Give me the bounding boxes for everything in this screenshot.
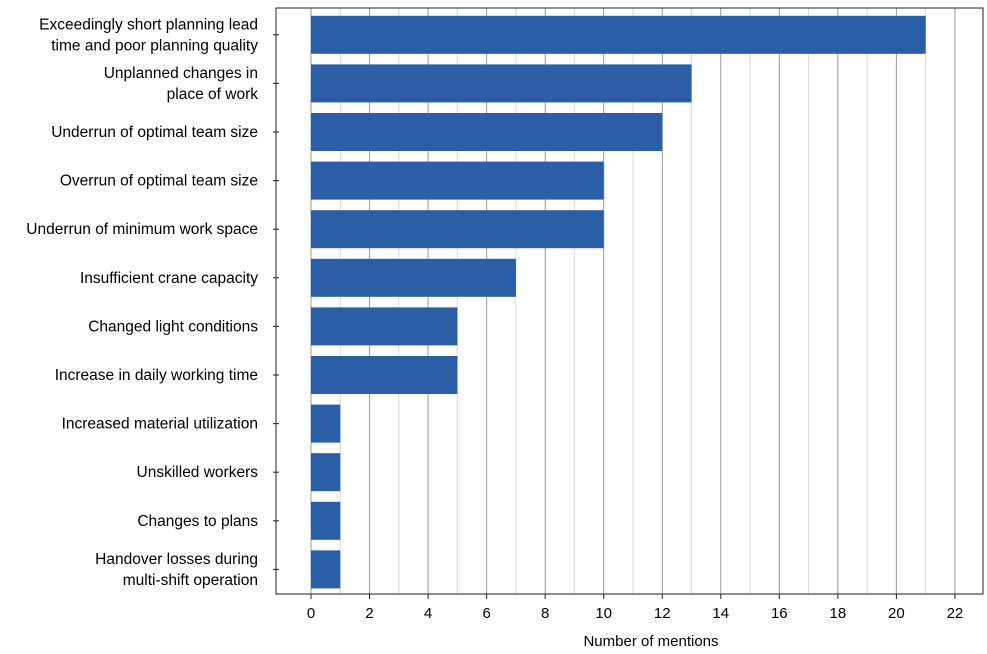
category-label: Exceedingly short planning lead: [39, 16, 258, 33]
bar: [311, 113, 663, 151]
bar: [311, 307, 458, 346]
bar: [311, 356, 458, 394]
y-axis: Exceedingly short planning lead time and …: [26, 16, 279, 589]
bar: [311, 404, 341, 443]
x-tick-label: 6: [482, 605, 490, 622]
category-label: Increased material utilization: [62, 416, 258, 433]
x-tick-label: 18: [830, 605, 847, 622]
bar: [311, 161, 604, 200]
x-tick-label: 2: [365, 605, 373, 622]
x-tick-label: 12: [654, 605, 671, 622]
category-label: Overrun of optimal team size: [60, 173, 258, 190]
category-label: Insufficient crane capacity: [80, 270, 258, 287]
category-label: Changes to plans: [137, 513, 258, 530]
x-tick-label: 10: [595, 605, 612, 622]
x-tick-label: 16: [771, 605, 788, 622]
bar: [311, 210, 604, 249]
x-tick-label: 22: [947, 605, 964, 622]
category-label: Changed light conditions: [88, 318, 258, 335]
x-tick-label: 14: [712, 605, 729, 622]
category-label: multi-shift operation: [123, 572, 258, 589]
bar: [311, 501, 341, 540]
category-label: Underrun of minimum work space: [26, 221, 258, 238]
x-axis: 0 2 4 6 8 10 12 14 16 18 20 22: [307, 594, 963, 622]
category-label: place of work: [167, 86, 259, 103]
bar: [311, 64, 692, 103]
bar: [311, 15, 926, 54]
category-label: Unskilled workers: [137, 464, 259, 481]
x-tick-label: 0: [307, 605, 315, 622]
category-label: time and poor planning quality: [51, 37, 258, 54]
bars: [311, 15, 926, 589]
x-axis-label: Number of mentions: [583, 633, 718, 650]
category-label: Underrun of optimal team size: [51, 124, 258, 141]
grid-lines: [310, 8, 956, 594]
bar: [311, 550, 341, 589]
x-tick-label: 20: [888, 605, 905, 622]
x-tick-label: 4: [424, 605, 432, 622]
category-label: Unplanned changes in: [104, 65, 258, 82]
bar: [311, 453, 341, 492]
category-label: Handover losses during: [95, 551, 258, 568]
bar: [311, 258, 516, 297]
x-tick-label: 8: [541, 605, 549, 622]
plot-frame: [275, 7, 984, 595]
category-label: Increase in daily working time: [55, 367, 258, 384]
